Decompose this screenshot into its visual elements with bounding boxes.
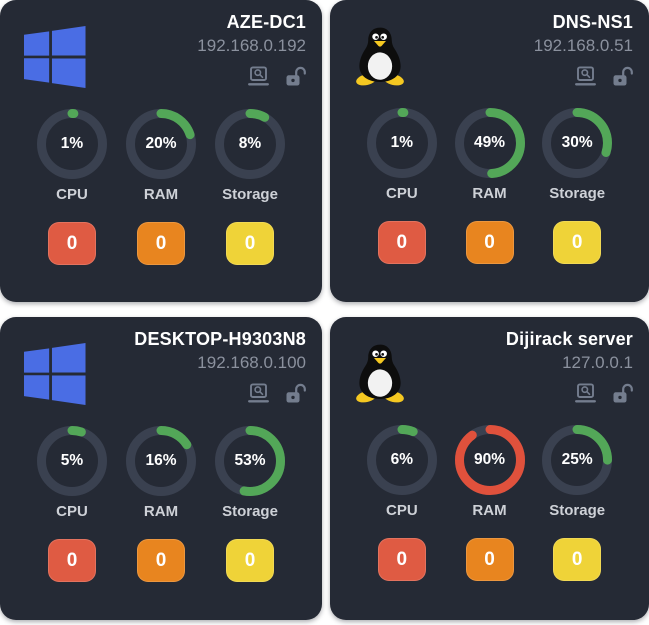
ram-value: 49% xyxy=(473,134,506,151)
cpu-gauge: 1% CPU xyxy=(358,107,446,202)
server-card: AZE-DC1 192.168.0.192 1% CPU xyxy=(0,0,322,302)
server-ip: 192.168.0.100 xyxy=(197,353,306,372)
ram-label: RAM xyxy=(472,185,507,202)
screen-search-icon[interactable] xyxy=(574,66,597,87)
cpu-gauge: 1% CPU xyxy=(28,108,116,203)
ram-gauge: 90% RAM xyxy=(446,424,534,519)
cpu-label: CPU xyxy=(56,186,88,203)
card-header: Dijirack server 127.0.0.1 xyxy=(346,329,633,404)
screen-search-icon[interactable] xyxy=(247,383,270,404)
storage-value: 8% xyxy=(238,135,262,152)
server-name: AZE-DC1 xyxy=(226,12,306,32)
ram-value: 90% xyxy=(473,451,506,468)
cpu-label: CPU xyxy=(56,503,88,520)
ram-label: RAM xyxy=(143,503,179,520)
cpu-gauge: 5% CPU xyxy=(28,425,116,520)
server-name: DNS-NS1 xyxy=(552,12,633,32)
server-card: DNS-NS1 192.168.0.51 1% CPU xyxy=(330,0,649,302)
ram-gauge: 16% RAM xyxy=(117,425,205,520)
gauges-row: 1% CPU 20% RAM 8% Storage xyxy=(16,108,306,203)
server-ip: 127.0.0.1 xyxy=(562,353,633,372)
warning-count-badge[interactable]: 0 xyxy=(465,221,514,264)
storage-gauge: 53% Storage xyxy=(206,425,294,520)
server-card: Dijirack server 127.0.0.1 6% CPU xyxy=(330,317,649,620)
critical-count-badge[interactable]: 0 xyxy=(377,538,426,581)
info-count-badge[interactable]: 0 xyxy=(226,539,274,582)
cpu-value: 1% xyxy=(390,134,414,151)
ram-value: 20% xyxy=(145,135,177,152)
gauges-row: 6% CPU 90% RAM 25% Storage xyxy=(346,424,633,519)
alert-badges-row: 0 0 0 xyxy=(346,221,633,264)
cpu-value: 5% xyxy=(60,452,84,469)
header-actions xyxy=(247,383,306,404)
storage-label: Storage xyxy=(222,186,278,203)
unlock-icon[interactable] xyxy=(285,383,306,404)
header-actions xyxy=(247,66,306,87)
cpu-value: 1% xyxy=(60,135,84,152)
critical-count-badge[interactable]: 0 xyxy=(48,222,96,265)
ram-gauge: 20% RAM xyxy=(117,108,205,203)
warning-count-badge[interactable]: 0 xyxy=(465,538,514,581)
cpu-label: CPU xyxy=(386,502,418,519)
windows-logo-icon xyxy=(24,26,86,88)
header-actions xyxy=(574,383,633,404)
ram-value: 16% xyxy=(145,452,177,469)
card-header: DNS-NS1 192.168.0.51 xyxy=(346,12,633,87)
server-ip: 192.168.0.51 xyxy=(533,36,633,55)
alert-badges-row: 0 0 0 xyxy=(16,222,306,265)
card-header: AZE-DC1 192.168.0.192 xyxy=(16,12,306,88)
storage-gauge: 30% Storage xyxy=(533,107,621,202)
gauges-row: 1% CPU 49% RAM 30% Storage xyxy=(346,107,633,202)
storage-label: Storage xyxy=(549,502,606,519)
windows-logo-icon xyxy=(24,343,86,405)
server-card: DESKTOP-H9303N8 192.168.0.100 5% CPU xyxy=(0,317,322,620)
header-actions xyxy=(574,66,633,87)
info-count-badge[interactable]: 0 xyxy=(553,538,602,581)
cpu-label: CPU xyxy=(386,185,418,202)
alert-badges-row: 0 0 0 xyxy=(16,539,306,582)
storage-label: Storage xyxy=(222,503,278,520)
gauges-row: 5% CPU 16% RAM 53% Storage xyxy=(16,425,306,520)
linux-tux-icon xyxy=(354,26,406,86)
storage-value: 30% xyxy=(561,134,593,151)
server-name: DESKTOP-H9303N8 xyxy=(134,329,306,349)
info-count-badge[interactable]: 0 xyxy=(226,222,274,265)
ram-label: RAM xyxy=(472,502,507,519)
storage-label: Storage xyxy=(549,185,606,202)
critical-count-badge[interactable]: 0 xyxy=(48,539,96,582)
ram-gauge: 49% RAM xyxy=(446,107,534,202)
storage-gauge: 25% Storage xyxy=(533,424,621,519)
server-name: Dijirack server xyxy=(505,329,633,349)
warning-count-badge[interactable]: 0 xyxy=(137,539,185,582)
card-header: DESKTOP-H9303N8 192.168.0.100 xyxy=(16,329,306,405)
unlock-icon[interactable] xyxy=(285,66,306,87)
linux-tux-icon xyxy=(354,343,406,403)
screen-search-icon[interactable] xyxy=(247,66,270,87)
ram-label: RAM xyxy=(143,186,179,203)
storage-value: 25% xyxy=(561,451,593,468)
warning-count-badge[interactable]: 0 xyxy=(137,222,185,265)
critical-count-badge[interactable]: 0 xyxy=(377,221,426,264)
alert-badges-row: 0 0 0 xyxy=(346,538,633,581)
cpu-gauge: 6% CPU xyxy=(358,424,446,519)
storage-value: 53% xyxy=(234,452,266,469)
cpu-value: 6% xyxy=(390,451,414,468)
storage-gauge: 8% Storage xyxy=(206,108,294,203)
screen-search-icon[interactable] xyxy=(574,383,597,404)
unlock-icon[interactable] xyxy=(612,383,633,404)
unlock-icon[interactable] xyxy=(612,66,633,87)
server-ip: 192.168.0.192 xyxy=(197,36,306,55)
info-count-badge[interactable]: 0 xyxy=(553,221,602,264)
